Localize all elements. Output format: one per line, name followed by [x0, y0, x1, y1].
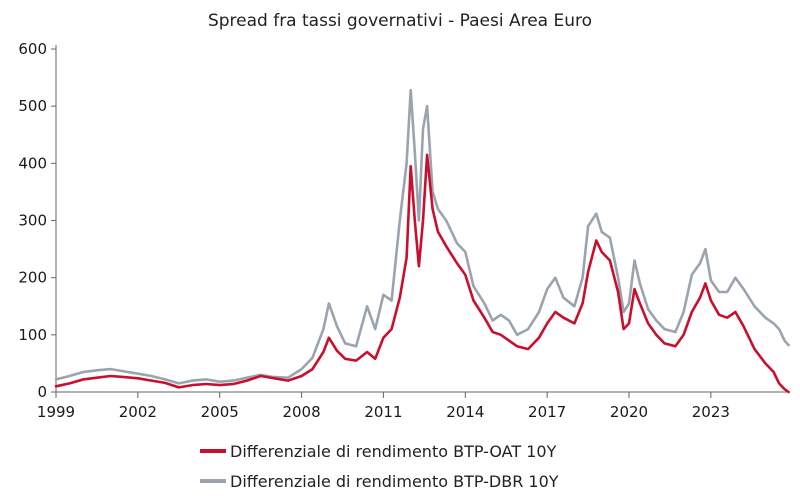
series-layer [54, 88, 790, 394]
legend-item-btp-oat: Differenziale di rendimento BTP-OAT 10Y [200, 436, 559, 466]
y-tick-label: 600 [18, 40, 47, 58]
legend-swatch-btp-dbr [200, 479, 226, 483]
y-tick-label: 300 [18, 212, 47, 230]
y-tick-label: 400 [18, 154, 47, 172]
legend-label-btp-dbr: Differenziale di rendimento BTP-DBR 10Y [230, 471, 559, 491]
legend-item-btp-dbr: Differenziale di rendimento BTP-DBR 10Y [200, 466, 559, 496]
legend-label-btp-oat: Differenziale di rendimento BTP-OAT 10Y [230, 441, 557, 461]
chart-title: Spread fra tassi governativi - Paesi Are… [208, 11, 592, 31]
y-tick-label: 0 [37, 383, 47, 401]
series-line-btp-dbr [54, 88, 790, 385]
x-tick-label: 2011 [364, 403, 402, 421]
x-tick-label: 2008 [282, 403, 320, 421]
axes [51, 45, 790, 398]
x-tick-label: 2017 [528, 403, 566, 421]
x-tick-label: 2020 [610, 403, 648, 421]
x-tick-label: 2005 [201, 403, 239, 421]
y-tick-label: 100 [18, 326, 47, 344]
x-tick-label: 2014 [446, 403, 484, 421]
x-tick-label: 2002 [119, 403, 157, 421]
x-tick-label: 2023 [692, 403, 730, 421]
tick-labels: 0 100 200 300 400 500 600 1999 2002 2005 2008 2011 2… [18, 40, 730, 421]
x-tick-label: 1999 [37, 403, 75, 421]
y-tick-label: 200 [18, 269, 47, 287]
legend-swatch-btp-oat [200, 449, 226, 453]
legend: Differenziale di rendimento BTP-OAT 10Y … [200, 436, 559, 496]
series-line-btp-oat [54, 153, 790, 394]
y-tick-label: 500 [18, 97, 47, 115]
